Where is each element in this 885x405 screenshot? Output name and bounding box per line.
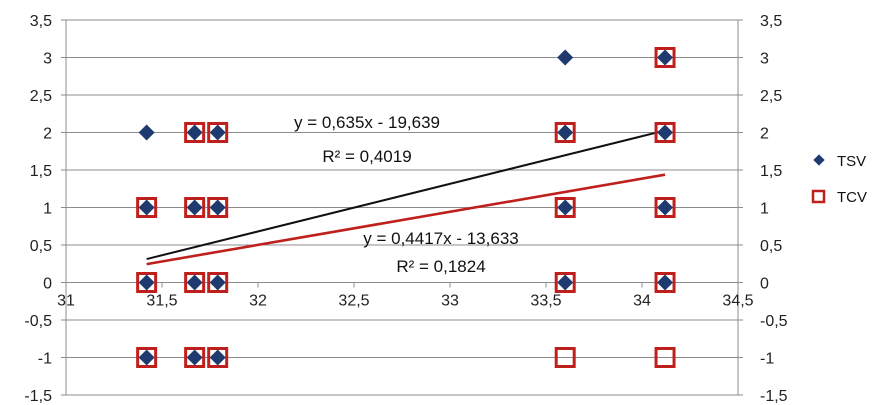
tcv-point <box>654 122 676 143</box>
tcv-point <box>184 347 206 368</box>
tsv-point <box>209 349 226 366</box>
y-tick-label-left: 0 <box>43 276 52 293</box>
legend-item-tcv: TCV <box>811 189 867 206</box>
tsv-point <box>657 199 674 216</box>
legend-tsv-label: TSV <box>837 153 866 170</box>
tsv-point <box>209 124 226 141</box>
tsv-point <box>557 124 574 141</box>
tsv-point <box>186 199 203 216</box>
tsv-point <box>186 349 203 366</box>
x-tick-label: 34 <box>633 293 651 310</box>
y-tick-label-right: 1 <box>760 201 769 218</box>
gridlines <box>66 19 738 396</box>
tsv-point <box>557 49 574 66</box>
y-tick-label-left: 3 <box>43 51 52 68</box>
tcv-point <box>136 347 158 368</box>
legend: TSV TCV <box>811 153 867 206</box>
y-tick-label-left: 3,5 <box>30 13 52 30</box>
x-tick-label: 34,5 <box>722 293 753 310</box>
tsv-point <box>657 274 674 291</box>
y-tick-label-left: 2,5 <box>30 88 52 105</box>
tsv-point <box>209 274 226 291</box>
tsv-point <box>138 274 155 291</box>
tcv-point <box>554 122 576 143</box>
tsv-point <box>186 274 203 291</box>
tcv-point <box>654 47 676 68</box>
tsv-point <box>186 124 203 141</box>
tcv-trendline <box>146 173 666 266</box>
tcv-point <box>207 272 229 293</box>
legend-item-tsv: TSV <box>813 153 866 170</box>
y-tick-label-right: 1,5 <box>760 163 782 180</box>
trendlines <box>146 129 666 266</box>
tsv-trendline <box>146 129 666 261</box>
tcv-point <box>184 197 206 218</box>
tcv-point <box>654 347 676 368</box>
tcv-point <box>654 197 676 218</box>
y-tick-label-right: 0 <box>760 276 769 293</box>
y-tick-label-left: -0,5 <box>24 313 52 330</box>
y-tick-label-left: -1 <box>38 351 52 368</box>
y-tick-label-right: 0,5 <box>760 238 782 255</box>
x-tick-label: 33,5 <box>530 293 561 310</box>
x-tick-label: 31,5 <box>146 293 177 310</box>
y-tick-label-left: 1,5 <box>30 163 52 180</box>
tsv-point <box>657 49 674 66</box>
data-points <box>136 47 676 368</box>
tcv-point <box>184 122 206 143</box>
legend-tsv-marker <box>813 154 825 166</box>
tcv-point <box>136 272 158 293</box>
y-tick-label-right: -0,5 <box>760 313 788 330</box>
y-tick-label-left: 0,5 <box>30 238 52 255</box>
tcv-trendline-r2: R² = 0,1824 <box>396 257 485 276</box>
y-tick-label-right: 3 <box>760 51 769 68</box>
y-tick-label-right: 2,5 <box>760 88 782 105</box>
tsv-point <box>138 349 155 366</box>
tsv-point <box>557 274 574 291</box>
y-tick-label-left: 1 <box>43 201 52 218</box>
axes <box>61 19 743 396</box>
tcv-point <box>207 122 229 143</box>
y-tick-label-right: 2 <box>760 126 769 143</box>
tcv-point <box>184 272 206 293</box>
x-tick-label: 33 <box>441 293 459 310</box>
tsv-point <box>138 124 155 141</box>
tick-labels: -1,5 -1,5 -1 -1 -0,5 -0,5 0 0 0,5 0,5 1 1 1,5 1,5 2 2 2,… <box>24 13 787 405</box>
tcv-point <box>207 347 229 368</box>
x-tick-label: 31 <box>57 293 75 310</box>
tsv-trendline-equation: y = 0,635x - 19,639 <box>294 113 440 132</box>
y-tick-label-left: -1,5 <box>24 388 52 405</box>
tcv-point <box>136 197 158 218</box>
x-tick-label: 32,5 <box>338 293 369 310</box>
y-tick-label-right: -1 <box>760 351 774 368</box>
tsv-point <box>657 124 674 141</box>
tsv-trendline-r2: R² = 0,4019 <box>322 147 411 166</box>
tcv-trendline-equation: y = 0,4417x - 13,633 <box>363 229 518 248</box>
y-tick-label-right: 3,5 <box>760 13 782 30</box>
legend-tcv-marker <box>811 189 826 204</box>
y-tick-label-left: 2 <box>43 126 52 143</box>
trendline-labels: y = 0,635x - 19,639 R² = 0,4019 y = 0,44… <box>294 113 519 276</box>
tcv-point <box>554 347 576 368</box>
tcv-point <box>554 272 576 293</box>
tsv-point <box>138 199 155 216</box>
x-tick-label: 32 <box>249 293 267 310</box>
tsv-point <box>209 199 226 216</box>
tsv-point <box>557 199 574 216</box>
legend-tcv-label: TCV <box>837 189 867 206</box>
tcv-point <box>207 197 229 218</box>
tcv-point <box>554 197 576 218</box>
tcv-point <box>654 272 676 293</box>
y-tick-label-right: -1,5 <box>760 388 788 405</box>
